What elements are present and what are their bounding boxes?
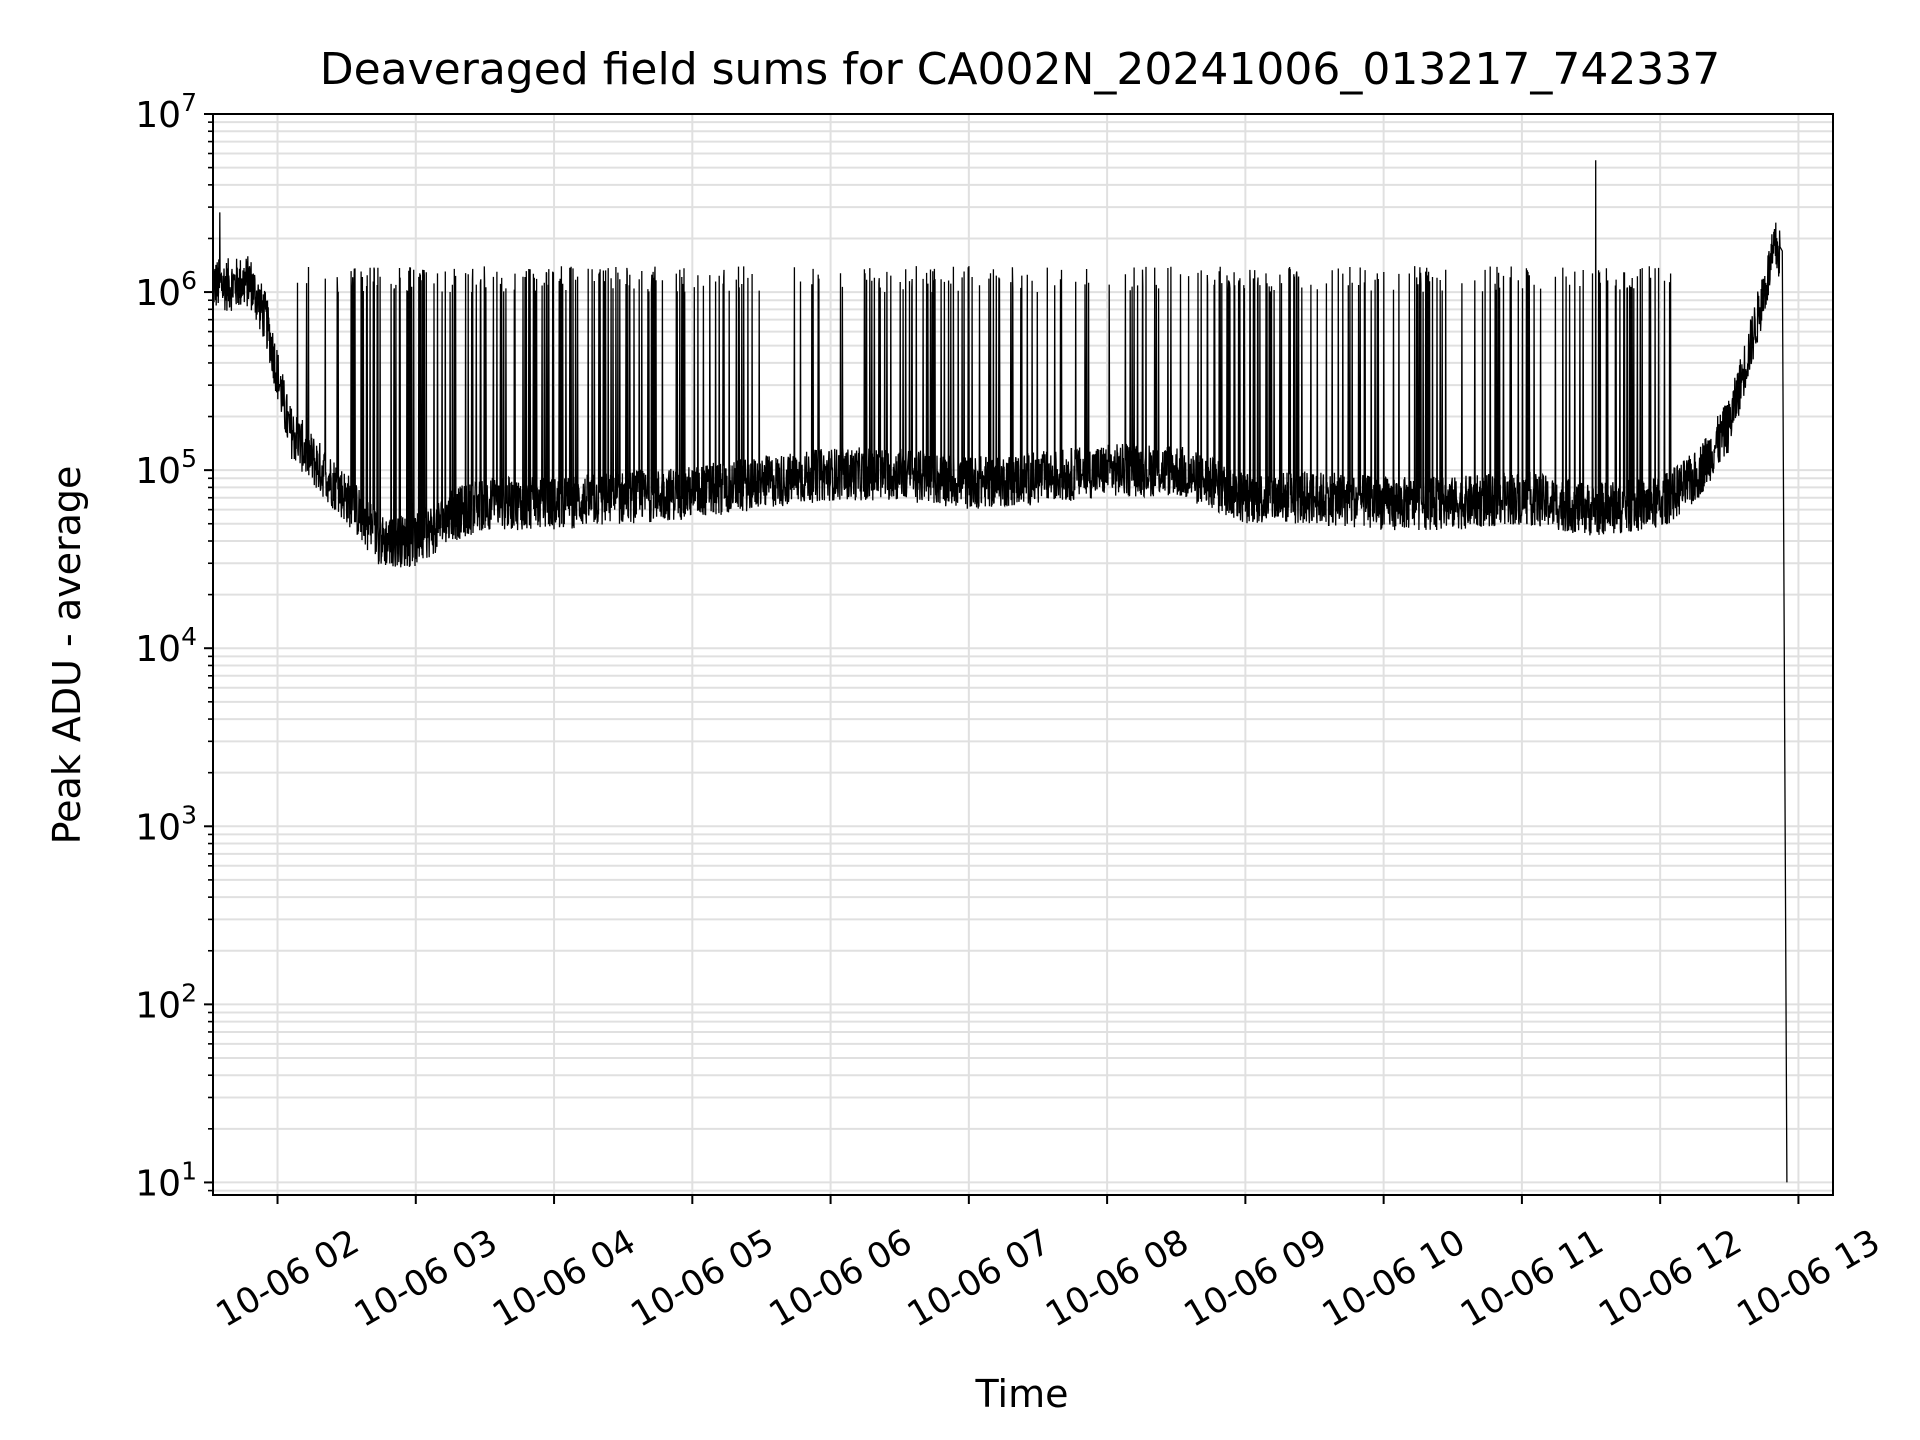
- y-tick-label: 107: [135, 88, 197, 136]
- x-tick-label: 10-06 13: [1731, 1222, 1887, 1335]
- x-tick-label: 10-06 03: [348, 1222, 504, 1335]
- series-layer: [212, 160, 1788, 1183]
- y-tick-label: 102: [135, 978, 197, 1026]
- y-tick-label: 104: [135, 622, 197, 670]
- x-tick-label: 10-06 05: [625, 1222, 781, 1335]
- x-tick-label: 10-06 09: [1178, 1222, 1334, 1335]
- x-tick-label: 10-06 07: [901, 1222, 1057, 1335]
- series-line: [212, 160, 1788, 1183]
- y-tick-label: 101: [135, 1156, 197, 1204]
- y-tick-label: 105: [135, 444, 197, 492]
- x-tick-label: 10-06 04: [486, 1222, 642, 1335]
- y-tick-label: 103: [135, 800, 197, 848]
- x-tick-label: 10-06 10: [1316, 1222, 1472, 1335]
- y-axis: 101 102 103 104 105 106 107: [135, 88, 213, 1204]
- x-tick-label: 10-06 06: [763, 1222, 919, 1335]
- x-tick-label: 10-06 02: [210, 1222, 366, 1335]
- plot-frame: [212, 113, 1834, 1196]
- x-tick-label: 10-06 11: [1454, 1222, 1610, 1335]
- chart-title: Deaveraged field sums for CA002N_2024100…: [320, 44, 1721, 95]
- y-tick-label: 106: [135, 266, 197, 314]
- y-axis-label: Peak ADU - average: [45, 466, 89, 845]
- x-axis-label: Time: [975, 1372, 1069, 1416]
- x-tick-label: 10-06 12: [1592, 1222, 1748, 1335]
- x-tick-label: 10-06 08: [1039, 1222, 1195, 1335]
